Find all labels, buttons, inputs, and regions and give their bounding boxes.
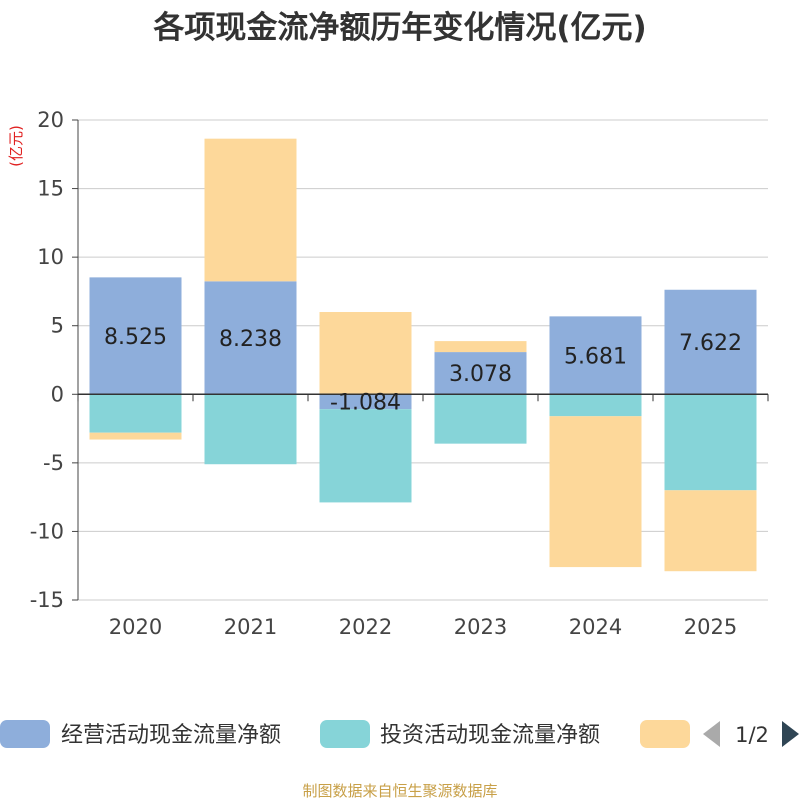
bar-series-2-2023 (434, 394, 527, 444)
x-tick-label: 2024 (569, 615, 622, 639)
y-tick-label: -5 (43, 451, 64, 475)
bar-series-1-2021 (204, 281, 297, 395)
source-footer: 制图数据来自恒生聚源数据库 (302, 782, 497, 800)
legend-page-indicator: 1/2 (735, 723, 769, 747)
legend-swatch-3[interactable] (640, 720, 690, 748)
bar-series-3-2025 (664, 490, 757, 572)
x-tick-label: 2020 (109, 615, 162, 639)
bar-series-1-2024 (549, 316, 642, 395)
bar-series-1-2025 (664, 289, 757, 395)
legend: 经营活动现金流量净额 投资活动现金流量净额 1/2 (0, 720, 799, 748)
data-label-2023: 3.078 (449, 362, 512, 387)
bar-series-2-2021 (204, 394, 297, 465)
bar-series-1-2020 (89, 277, 182, 395)
bars (89, 138, 757, 572)
grid-lines: 20 15 10 5 0 -5 -10 -15 (30, 108, 768, 612)
axes: 2020 2021 2022 2023 2024 2025 (77, 120, 769, 639)
bar-series-2-2024 (549, 394, 642, 417)
y-tick-label: -15 (30, 588, 64, 612)
legend-swatch-2[interactable] (320, 720, 370, 748)
data-label-2024: 5.681 (564, 344, 627, 369)
legend-label-2[interactable]: 投资活动现金流量净额 (380, 723, 600, 748)
x-tick-label: 2025 (684, 615, 737, 639)
data-label-2022: -1.084 (330, 391, 401, 416)
bar-series-3-2020 (89, 432, 182, 440)
y-axis-label: (亿元) (7, 125, 25, 167)
y-tick-label: 5 (51, 314, 64, 338)
y-tick-label: -10 (30, 519, 64, 543)
legend-swatch-1[interactable] (0, 720, 50, 748)
x-tick-label: 2021 (224, 615, 277, 639)
bar-series-2-2022 (319, 409, 412, 503)
data-label-2025: 7.622 (679, 331, 742, 356)
data-labels: 8.525 8.238 -1.084 3.078 5.681 7.622 (104, 325, 742, 416)
x-tick-label: 2023 (454, 615, 507, 639)
x-tick-label: 2022 (339, 615, 392, 639)
legend-label-1[interactable]: 经营活动现金流量净额 (61, 723, 281, 748)
bar-series-1-2023 (434, 352, 527, 395)
triangle-right-icon[interactable] (782, 721, 799, 747)
bar-series-3-2024 (549, 416, 642, 568)
y-tick-label: 20 (37, 108, 64, 132)
bar-series-3-2022 (319, 312, 412, 395)
chart-title: 各项现金流净额历年变化情况(亿元) (152, 10, 646, 46)
bar-series-3-2021 (204, 138, 297, 282)
bar-series-2-2020 (89, 394, 182, 433)
bar-series-3-2023 (434, 341, 527, 353)
data-label-2020: 8.525 (104, 325, 167, 350)
y-tick-label: 15 (37, 177, 64, 201)
bar-series-2-2025 (664, 394, 757, 491)
y-tick-label: 0 (51, 382, 64, 406)
bar-series-1-2022 (319, 394, 412, 410)
y-tick-label: 10 (37, 245, 64, 269)
data-label-2021: 8.238 (219, 327, 282, 352)
triangle-left-icon[interactable] (703, 721, 720, 747)
